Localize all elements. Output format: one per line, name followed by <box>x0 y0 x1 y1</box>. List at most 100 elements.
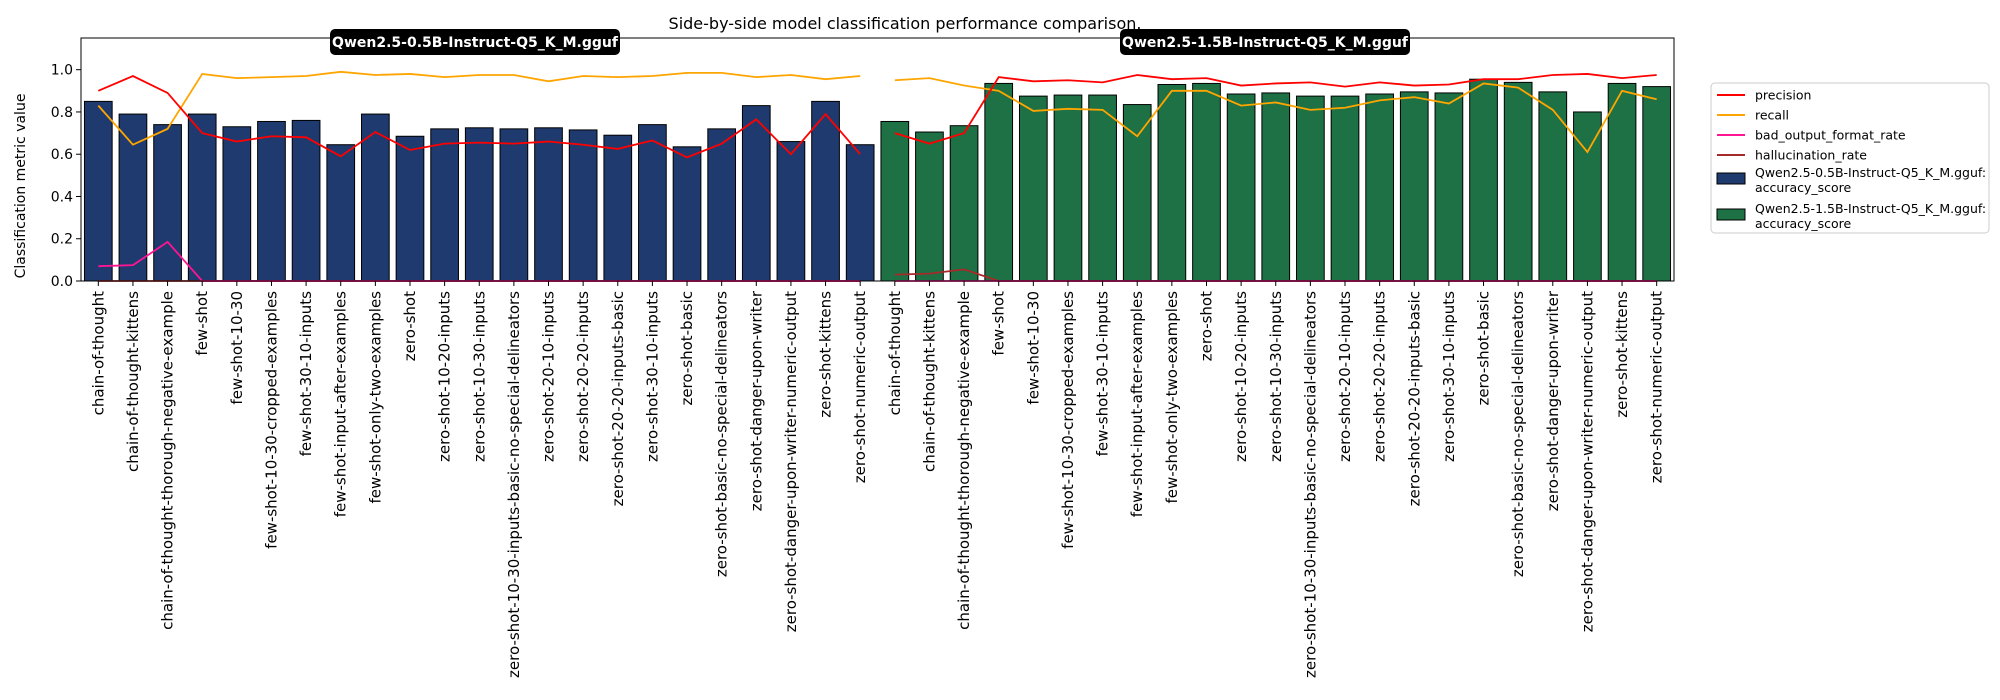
bar-model1-3 <box>187 113 217 282</box>
bar-model1-18 <box>707 128 737 282</box>
bar-model1-1 <box>118 113 148 282</box>
x-tick-label-26: few-shot <box>990 291 1008 356</box>
y-tick-label-0: 0.0 <box>51 274 73 290</box>
model-label-1: Qwen2.5-0.5B-Instruct-Q5_K_M.gguf <box>330 29 620 55</box>
bar-model2-15 <box>1399 91 1429 282</box>
recall-line-model1 <box>97 70 861 146</box>
model-label-2: Qwen2.5-1.5B-Instruct-Q5_K_M.gguf <box>1120 29 1410 55</box>
bar-model1-16 <box>638 124 667 282</box>
bar-model2-10 <box>1226 93 1256 282</box>
x-tick-label-28: few-shot-10-30-cropped-examples <box>1059 291 1077 549</box>
legend: precision recall bad_output_format_ratehal… <box>1710 82 1990 234</box>
bar-model2-3 <box>984 82 1014 282</box>
x-tick-label-8: few-shot-only-two-examples <box>366 291 384 504</box>
x-tick-label-44: zero-shot-kittens <box>1613 291 1631 418</box>
bar-model2-18 <box>1503 81 1533 282</box>
model-label-box-1 <box>330 29 620 55</box>
legend-swatch-model1 <box>1716 172 1746 185</box>
x-tick-label-27: few-shot-10-30 <box>1024 291 1042 405</box>
x-tick-label-45: zero-shot-numeric-output <box>1648 291 1666 483</box>
legend-label-model2-line1: Qwen2.5-1.5B-Instruct-Q5_K_M.gguf: <box>1755 201 1986 216</box>
bar-model2-16 <box>1434 92 1464 282</box>
bar-model1-13 <box>534 127 563 282</box>
bar-model1-21 <box>811 100 840 282</box>
x-tick-label-31: few-shot-only-two-examples <box>1163 291 1181 504</box>
recall-line-model2 <box>894 77 1657 154</box>
x-tick-label-32: zero-shot <box>1197 291 1215 361</box>
legend-frame <box>1710 82 1990 234</box>
bar-model1-5 <box>257 120 286 282</box>
model-label-box-2 <box>1120 29 1410 55</box>
x-tick-label-7: few-shot-input-after-examples <box>332 291 350 517</box>
bar-model2-4 <box>1018 95 1048 282</box>
bar-model2-6 <box>1088 94 1117 282</box>
bar-model1-17 <box>672 146 702 282</box>
x-tick-label-34: zero-shot-10-30-inputs <box>1267 291 1285 462</box>
x-tick-label-39: zero-shot-30-10-inputs <box>1440 291 1458 462</box>
bar-model2-9 <box>1192 82 1221 282</box>
bar-model2-12 <box>1296 95 1325 282</box>
legend-label-model1-line2: accuracy_score <box>1755 180 1852 195</box>
x-tick-label-12: zero-shot-10-30-inputs-basic-no-special-… <box>505 291 523 678</box>
x-tick-label-6: few-shot-30-10-inputs <box>297 291 315 457</box>
bar-model1-0 <box>83 100 113 282</box>
x-tick-label-35: zero-shot-10-30-inputs-basic-no-special-… <box>1301 291 1319 678</box>
bar-model2-13 <box>1330 95 1360 282</box>
legend-label-model1-line1: Qwen2.5-0.5B-Instruct-Q5_K_M.gguf: <box>1755 165 1986 180</box>
x-tick-label-23: chain-of-thought <box>886 291 904 415</box>
x-tick-label-14: zero-shot-20-20-inputs <box>574 291 592 462</box>
bars-layer <box>83 78 1672 282</box>
bar-model2-1 <box>915 131 944 282</box>
x-tick-label-24: chain-of-thought-kittens <box>920 291 938 472</box>
x-tick-label-3: few-shot <box>193 291 211 356</box>
bar-model1-12 <box>499 128 529 282</box>
y-tick-label-4: 0.8 <box>51 105 73 121</box>
x-tick-label-20: zero-shot-danger-upon-writer-numeric-out… <box>782 291 800 632</box>
bar-model2-11 <box>1261 92 1291 282</box>
bar-model2-0 <box>880 120 910 282</box>
model-label-text-2: Qwen2.5-1.5B-Instruct-Q5_K_M.gguf <box>1122 35 1409 51</box>
x-tick-label-22: zero-shot-numeric-output <box>851 291 869 483</box>
y-tick-label-3: 0.6 <box>51 147 73 163</box>
x-tick-label-29: few-shot-30-10-inputs <box>1094 291 1112 457</box>
bar-model2-5 <box>1053 94 1083 282</box>
legend-label-hallucination_rate: hallucination_rate <box>1755 148 1867 163</box>
bar-model1-11 <box>464 127 494 282</box>
bar-model1-7 <box>326 144 356 282</box>
x-tick-label-5: few-shot-10-30-cropped-examples <box>262 291 280 549</box>
bar-model1-2 <box>153 124 182 282</box>
model-labels-layer: Qwen2.5-0.5B-Instruct-Q5_K_M.gguf Qwen2.5… <box>330 29 1410 55</box>
bar-model2-22 <box>1642 86 1672 282</box>
y-tick-label-1: 0.2 <box>51 232 73 248</box>
bar-model1-10 <box>430 128 459 282</box>
x-tick-label-15: zero-shot-20-20-inputs-basic <box>609 291 627 506</box>
y-tick-label-5: 1.0 <box>51 63 73 79</box>
chart-title: Side-by-side model classification perfor… <box>669 14 1142 33</box>
x-tick-label-10: zero-shot-10-20-inputs <box>436 291 454 462</box>
x-tick-label-42: zero-shot-danger-upon-writer <box>1544 290 1562 511</box>
x-tick-label-16: zero-shot-30-10-inputs <box>643 291 661 462</box>
legend-swatch-model2 <box>1716 208 1746 221</box>
legend-label-precision: precision <box>1755 88 1811 103</box>
x-tick-label-25: chain-of-thought-thorough-negative-examp… <box>955 291 973 630</box>
precision-line-model1 <box>97 75 861 159</box>
bar-model2-2 <box>949 125 979 282</box>
x-tick-label-30: few-shot-input-after-examples <box>1128 291 1146 517</box>
model-label-text-1: Qwen2.5-0.5B-Instruct-Q5_K_M.gguf <box>332 35 619 51</box>
x-tick-label-13: zero-shot-20-10-inputs <box>540 291 558 462</box>
bar-model2-8 <box>1157 83 1187 282</box>
axes-layer: 0.0 0.2 0.4 0.6 0.8 1.0 chain-of-thought chain-… <box>51 37 1675 678</box>
bar-model2-19 <box>1538 91 1568 282</box>
legend-label-bad_output_format_rate: bad_output_format_rate <box>1755 128 1906 143</box>
x-tick-label-36: zero-shot-20-10-inputs <box>1336 291 1354 462</box>
x-tick-label-11: zero-shot-10-30-inputs <box>470 291 488 462</box>
x-tick-label-9: zero-shot <box>401 291 419 361</box>
bar-model1-9 <box>395 135 425 282</box>
precision-line-model2 <box>894 73 1657 145</box>
x-tick-label-33: zero-shot-10-20-inputs <box>1232 291 1250 462</box>
x-tick-label-17: zero-shot-basic <box>678 291 696 406</box>
bar-model1-4 <box>222 126 252 282</box>
bar-model1-15 <box>603 134 633 282</box>
plot-frame <box>80 37 1675 282</box>
